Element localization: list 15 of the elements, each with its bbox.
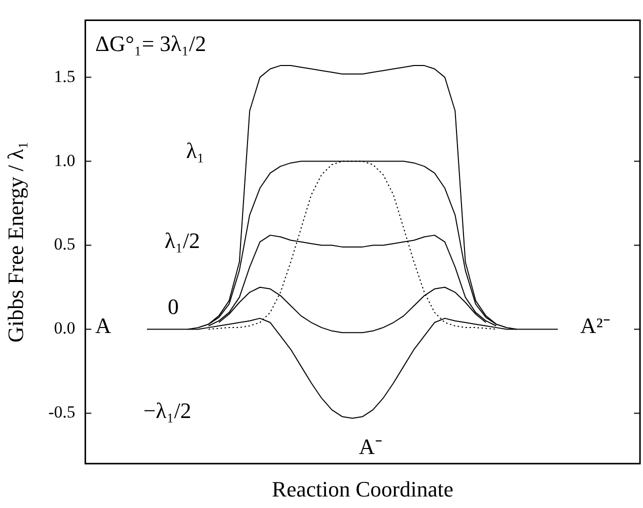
y-tick-label: 0.0 — [54, 318, 76, 338]
y-axis-title: Gibbs Free Energy / λ₁ — [2, 141, 28, 343]
annotation: A — [95, 312, 112, 338]
annotation: λ₁ — [186, 138, 204, 163]
y-tick-label: 1.0 — [54, 150, 76, 170]
y-tick-label: 1.5 — [54, 66, 76, 86]
annotation: 0 — [168, 294, 179, 319]
annotation: A²⁻ — [580, 312, 610, 338]
annotation: λ₁/2 — [164, 228, 200, 253]
x-axis-title: Reaction Coordinate — [272, 476, 454, 502]
annotation: −λ₁/2 — [143, 398, 192, 423]
annotation: A⁻ — [358, 434, 382, 459]
y-tick-label: -0.5 — [48, 402, 76, 422]
y-tick-label: 0.5 — [54, 234, 76, 254]
annotation: ΔG°₁= 3λ₁/2 — [95, 30, 206, 56]
